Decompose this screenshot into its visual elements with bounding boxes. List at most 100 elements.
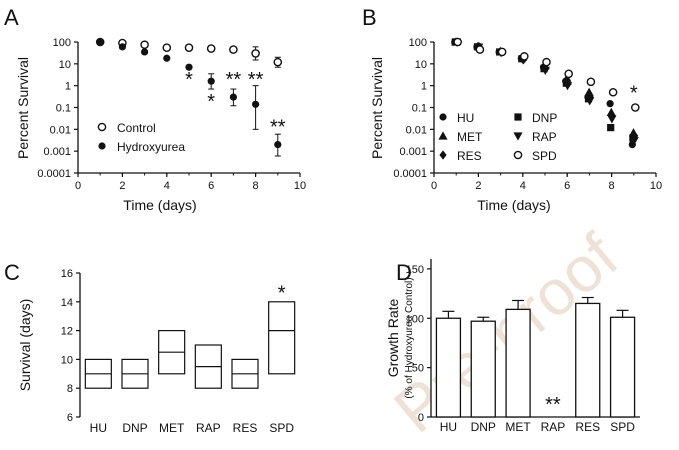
data-point-res	[564, 79, 572, 89]
x-tick-label: 8	[253, 180, 259, 192]
x-tick-label: 6	[564, 180, 570, 192]
data-point-spd	[542, 57, 551, 67]
x-tick-label: 10	[650, 180, 662, 192]
y-tick-label: 0.01	[406, 124, 427, 136]
y-axis-label: Percent Survival	[369, 57, 385, 159]
y-tick-label: 0.01	[50, 124, 71, 136]
significance-mark: *	[630, 83, 638, 105]
y-tick-label: 10	[59, 59, 71, 71]
y-tick-label: 10	[61, 354, 73, 366]
data-point-spd	[564, 69, 574, 79]
x-tick-label: 2	[475, 180, 481, 192]
x-category-label: HU	[90, 421, 107, 435]
data-point-hydroxyurea	[274, 140, 282, 149]
data-point-dnp	[607, 124, 615, 132]
bar	[470, 320, 496, 418]
data-point-hu	[606, 100, 614, 108]
y-tick-label: 14	[61, 297, 73, 309]
x-category-label: MET	[159, 421, 185, 435]
y-tick-label: 16	[61, 268, 73, 280]
panel-a: A 0.0001 0.001 0.01 0.1 1 10 100 0 2 4 6 8 10 Time (da…	[4, 5, 306, 213]
significance-mark: **	[248, 69, 264, 91]
panel-letter: B	[362, 5, 377, 30]
y-axis-label: Percent Survival	[15, 57, 31, 159]
x-category-label: SPD	[269, 421, 294, 435]
data-point-res	[586, 92, 594, 102]
y-tick-label: 0.1	[56, 103, 71, 115]
panel-d: D 0 50 100 150 Growth Rate (% of Hydroxyurea C…	[385, 259, 640, 434]
y-tick-label: 0.001	[399, 146, 427, 158]
legend-marker	[97, 122, 107, 132]
data-point-control	[273, 57, 283, 67]
y-tick-label: 50	[412, 363, 424, 375]
x-tick-label: 4	[520, 180, 526, 192]
x-axis-label: Time (days)	[477, 197, 550, 213]
panel-c: C 6 8 10 12 14 16 Survival (days) HU DNP MET RAP RES…	[4, 260, 296, 435]
x-category-label: RES	[233, 421, 258, 435]
data-point-spd	[475, 45, 485, 54]
data-point-hydroxyurea	[252, 100, 260, 108]
data-point-met	[584, 87, 594, 96]
data-point-spd	[497, 47, 507, 57]
panel-letter: A	[4, 5, 19, 30]
data-point-res	[608, 111, 617, 121]
legend-marker	[513, 150, 523, 160]
data-point-control	[140, 40, 149, 50]
data-point-control	[162, 43, 172, 52]
x-tick-label: 10	[294, 180, 306, 192]
data-point-hydroxyurea	[207, 77, 215, 85]
y-tick-label: 100	[53, 37, 71, 49]
legend-label: DNP	[532, 111, 557, 125]
y-tick-label: 8	[67, 383, 73, 395]
y-tick-label: 12	[61, 326, 73, 338]
x-category-label: DNP	[122, 421, 147, 435]
y-tick-label: 0.001	[43, 146, 71, 158]
significance-mark: **	[226, 69, 242, 91]
x-tick-label: 6	[208, 180, 214, 192]
data-point-hydroxyurea	[163, 54, 171, 62]
legend-marker	[514, 113, 522, 121]
x-category-label: DNP	[471, 420, 496, 434]
y-axis-label: Growth Rate	[385, 298, 401, 377]
data-point-hydroxyurea	[185, 63, 193, 71]
panel-letter: C	[4, 260, 20, 285]
x-tick-label: 2	[119, 180, 125, 192]
y-tick-label: 10	[415, 59, 427, 71]
data-point-control	[229, 45, 238, 54]
x-tick-label: 8	[609, 180, 615, 192]
significance-mark: **	[545, 394, 561, 416]
x-category-label: HU	[440, 420, 457, 434]
y-axis-sublabel: (% of Hydroxyurea Control)	[404, 277, 415, 398]
y-tick-label: 0.1	[412, 103, 427, 115]
data-point-hydroxyurea	[141, 48, 149, 56]
panel-letter: D	[396, 260, 412, 285]
x-axis-label: Time (days)	[123, 197, 196, 213]
x-tick-label: 0	[75, 180, 81, 192]
data-point-hydroxyurea	[96, 38, 104, 46]
legend-label: Hydroxyurea	[117, 140, 185, 154]
data-point-spd	[586, 77, 596, 87]
legend-marker	[439, 150, 447, 160]
data-point-control	[184, 43, 194, 52]
bar	[609, 316, 636, 418]
x-category-label: RAP	[196, 421, 221, 435]
legend-label: MET	[457, 130, 483, 144]
x-tick-label: 0	[431, 180, 437, 192]
legend-marker	[439, 113, 447, 121]
data-point-spd	[608, 87, 618, 97]
x-category-label: RES	[575, 420, 600, 434]
significance-mark: *	[207, 91, 215, 113]
legend-label: RAP	[532, 130, 557, 144]
y-tick-label: 1	[65, 81, 71, 93]
data-point-rap	[629, 137, 639, 146]
data-point-spd	[520, 52, 529, 61]
legend-marker	[513, 132, 523, 141]
x-tick-label: 4	[164, 180, 170, 192]
y-tick-label: 100	[409, 37, 427, 49]
y-tick-label: 1	[421, 81, 427, 93]
x-category-label: MET	[505, 420, 531, 434]
significance-mark: *	[278, 282, 286, 304]
box	[268, 301, 296, 375]
y-tick-label: 100	[406, 313, 424, 325]
